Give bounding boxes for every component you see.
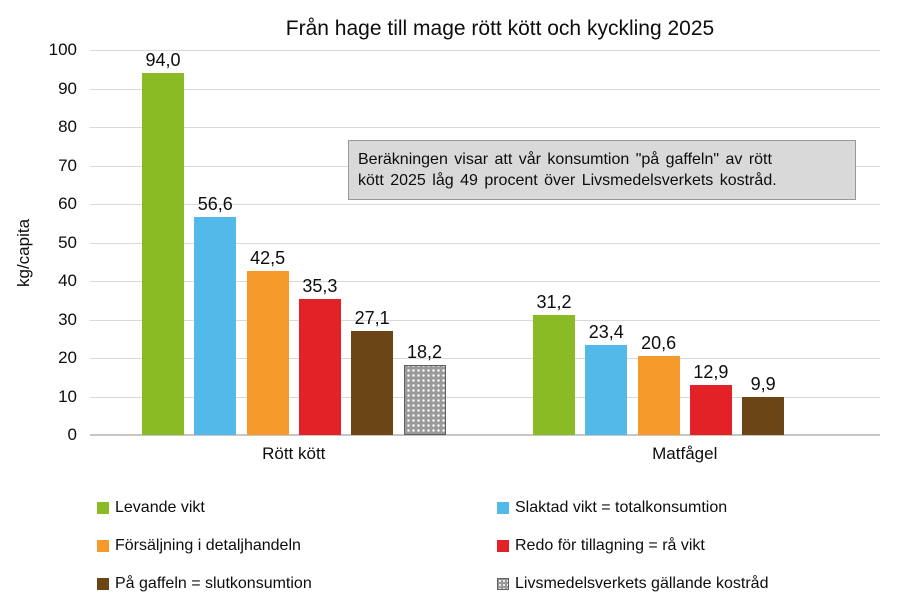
plot-area: 94,0 56,6 42,5 35,3 27,1 18,2 31,2 23,4 20,6 12,9…	[90, 50, 880, 436]
y-tick-label: 30	[58, 309, 77, 329]
gridline	[90, 281, 880, 282]
bar-rott-kott-2	[194, 217, 237, 435]
bar-matfagel-4	[689, 385, 732, 435]
bar-value-label: 23,4	[588, 322, 624, 342]
legend-swatch-icon	[97, 540, 109, 552]
y-tick-label: 40	[58, 271, 77, 290]
bar-matfagel-2	[585, 345, 628, 435]
bar-matfagel-3	[637, 356, 680, 435]
bar-value-label: 94,0	[145, 50, 181, 70]
annotation-line-1: Beräkningen visar att vår konsumtion "på…	[358, 151, 772, 168]
bar-value-label: 42,5	[250, 248, 286, 268]
bar-rott-kott-3	[246, 271, 289, 435]
gridline	[90, 396, 880, 398]
bar-matfagel-5	[742, 397, 785, 435]
legend-item-6: Livsmedelsverkets gällande kostråd	[497, 575, 847, 593]
legend-label: Försäljning i detaljhandeln	[115, 537, 301, 554]
legend-label: Levande vikt	[115, 499, 205, 516]
x-axis-line	[90, 434, 880, 436]
bar-rott-kott-6	[403, 365, 446, 435]
legend-swatch-icon	[97, 502, 109, 514]
legend: Levande vikt Slaktad vikt = totalkonsumti…	[97, 489, 857, 603]
bar-value-label: 31,2	[536, 292, 572, 312]
annotation-box: Beräkningen visar att vår konsumtion "på…	[348, 140, 856, 200]
legend-item-5: På gaffeln = slutkonsumtion	[97, 575, 497, 593]
legend-item-1: Levande vikt	[97, 499, 497, 517]
bar-value-label: 20,6	[641, 333, 677, 353]
bar-value-label: 12,9	[693, 362, 729, 382]
y-tick-label: 90	[58, 78, 77, 98]
legend-label: Slaktad vikt = totalkonsumtion	[515, 499, 728, 516]
y-tick-label: 10	[58, 386, 77, 406]
legend-swatch-icon	[497, 502, 509, 514]
y-axis-title: kg/capita	[14, 218, 33, 288]
y-tick-label: 0	[67, 425, 77, 444]
bar-rott-kott-1	[142, 73, 184, 435]
legend-swatch-icon	[497, 540, 509, 552]
gridline	[90, 88, 880, 90]
bar-value-label: 18,2	[406, 342, 443, 362]
gridline	[90, 204, 880, 205]
legend-swatch-icon	[97, 578, 109, 590]
category-label-rott-kott: Rött kött	[262, 444, 326, 463]
bar-rott-kott-4	[298, 299, 341, 435]
annotation-line-2: kött 2025 låg 49 procent över Livsmedels…	[358, 172, 777, 189]
legend-item-4: Redo för tillagning = rå vikt	[497, 537, 847, 555]
legend-label: Livsmedelsverkets gällande kostråd	[515, 575, 769, 592]
bar-value-label: 35,3	[302, 276, 338, 296]
bar-value-label: 27,1	[354, 308, 390, 328]
gridline	[90, 50, 880, 51]
gridline	[90, 127, 880, 128]
legend-swatch-icon	[497, 578, 509, 590]
gridline	[90, 358, 880, 359]
y-tick-label: 20	[58, 348, 77, 367]
chart-title: Från hage till mage rött kött och kyckli…	[285, 17, 715, 40]
legend-label: Redo för tillagning = rå vikt	[515, 537, 705, 554]
y-tick-label: 60	[58, 194, 77, 213]
category-label-matfagel: Matfågel	[652, 444, 718, 463]
y-tick-label: 100	[48, 40, 77, 59]
y-tick-label: 80	[58, 117, 77, 136]
bar-matfagel-1	[533, 315, 575, 435]
bar-rott-kott-5	[351, 331, 394, 435]
bar-value-label: 56,6	[197, 194, 233, 214]
legend-label: På gaffeln = slutkonsumtion	[115, 575, 312, 592]
bar-value-label: 9,9	[750, 374, 776, 394]
y-tick-label: 50	[58, 232, 77, 252]
legend-item-2: Slaktad vikt = totalkonsumtion	[497, 499, 847, 517]
gridline	[90, 242, 880, 244]
gridline	[90, 319, 880, 321]
y-tick-label: 70	[58, 155, 77, 175]
legend-item-3: Försäljning i detaljhandeln	[97, 537, 497, 555]
